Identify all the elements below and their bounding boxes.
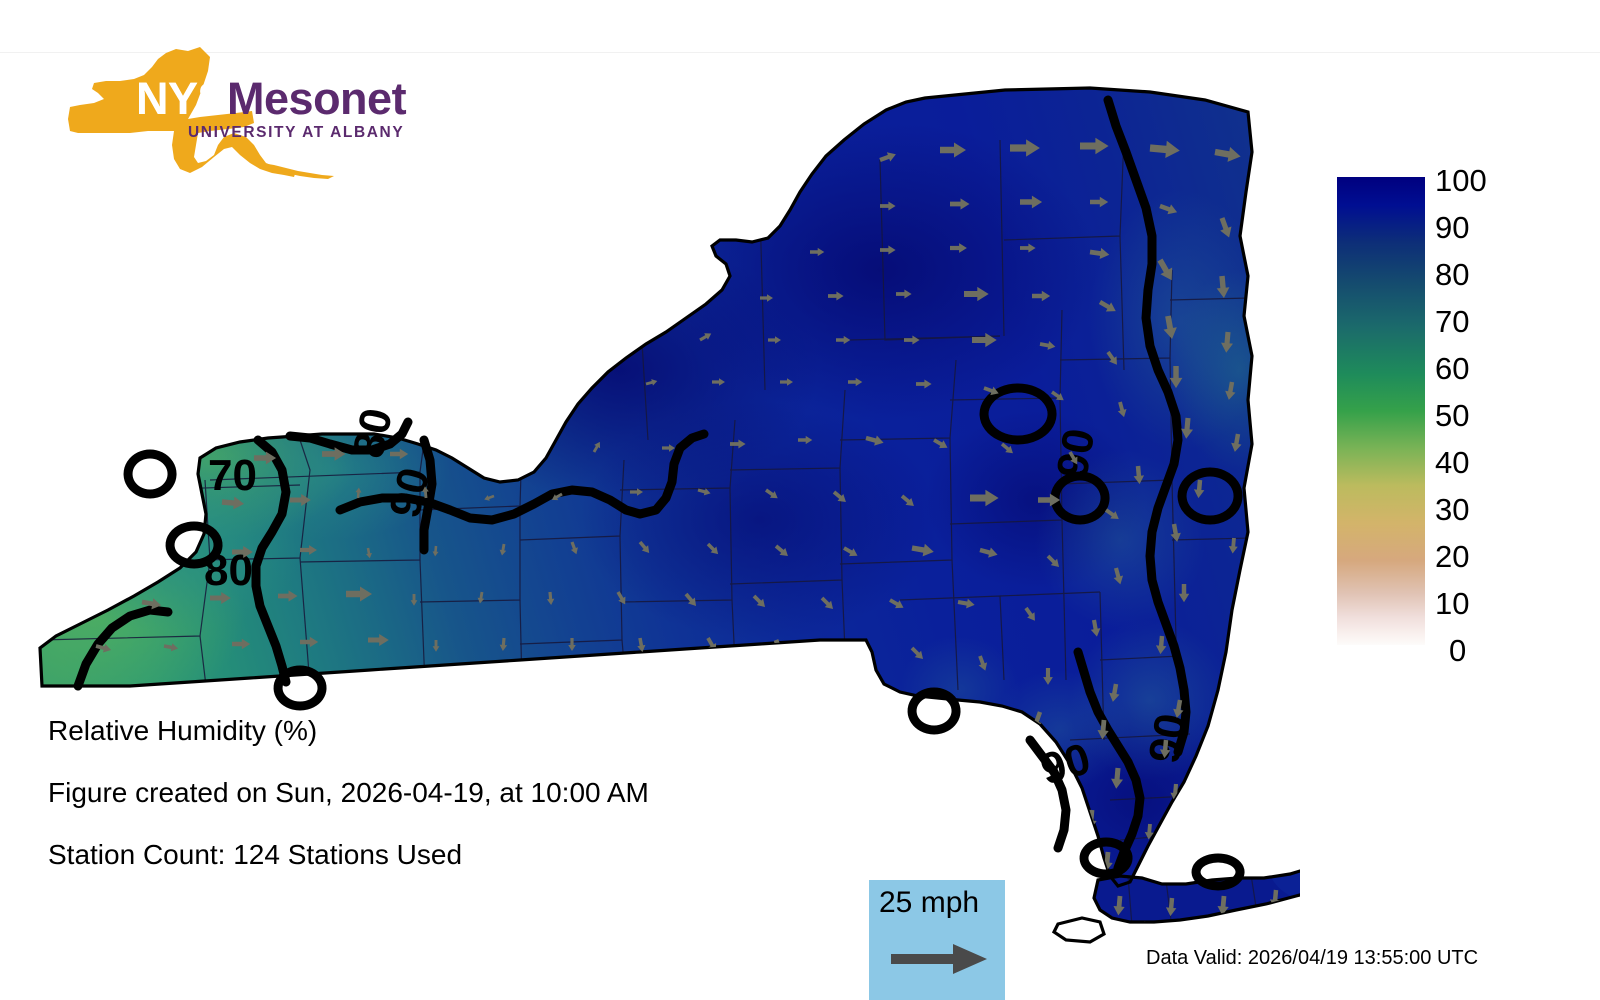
colorbar-tick-20: 20	[1435, 539, 1470, 574]
colorbar-tick-90: 90	[1435, 210, 1470, 245]
colorbar-tick-50: 50	[1435, 398, 1470, 433]
logo-nys-text: NYS	[136, 73, 228, 124]
colorbar-tick-60: 60	[1435, 351, 1470, 386]
nys-mesonet-logo: NYSMesonet UNIVERSITY AT ALBANY	[48, 45, 407, 180]
colorbar: 100 90 80 70 60 50 40 30 20 10 0	[1337, 165, 1587, 666]
colorbar-tick-0: 0	[1449, 633, 1467, 668]
colorbar-tick-70: 70	[1435, 304, 1470, 339]
colorbar-tick-80: 80	[1435, 257, 1470, 292]
logo-mesonet-text: Mesonet	[227, 73, 407, 124]
logo-subtitle: UNIVERSITY AT ALBANY	[188, 124, 405, 141]
contour-label-90-s2: 90	[1140, 710, 1197, 767]
created-timestamp: Figure created on Sun, 2026-04-19, at 10…	[48, 777, 649, 808]
relative-humidity-map[interactable]: 70 80 90 80 90 90 90	[0, 40, 1300, 950]
header-divider	[0, 52, 1600, 53]
colorbar-tick-10: 10	[1435, 586, 1470, 621]
colorbar-tick-30: 30	[1435, 492, 1470, 527]
contour-label-90-w: 90	[380, 463, 439, 522]
logo-state-silhouette	[68, 47, 334, 179]
contour-label-90-e1: 90	[1048, 425, 1105, 482]
colorbar-tick-40: 40	[1435, 445, 1470, 480]
contour-label-70: 70	[208, 451, 257, 500]
colorbar-tick-100: 100	[1435, 163, 1487, 198]
variable-label: Relative Humidity (%)	[48, 715, 318, 746]
wind-scale-label: 25 mph	[879, 886, 980, 919]
wind-scale-legend: 25 mph	[869, 880, 1005, 1000]
map-canvas[interactable]: 70 80 90 80 90 90 90	[0, 40, 1300, 950]
station-count: Station Count: 124 Stations Used	[48, 839, 463, 870]
contour-lines	[73, 95, 1245, 891]
data-valid-timestamp: Data Valid: 2026/04/19 13:55:00 UTC	[1146, 947, 1479, 969]
figure-caption: Relative Humidity (%) Figure created on …	[48, 716, 808, 902]
wind-scale-arrow-icon	[891, 944, 987, 974]
colorbar-gradient	[1337, 177, 1425, 645]
